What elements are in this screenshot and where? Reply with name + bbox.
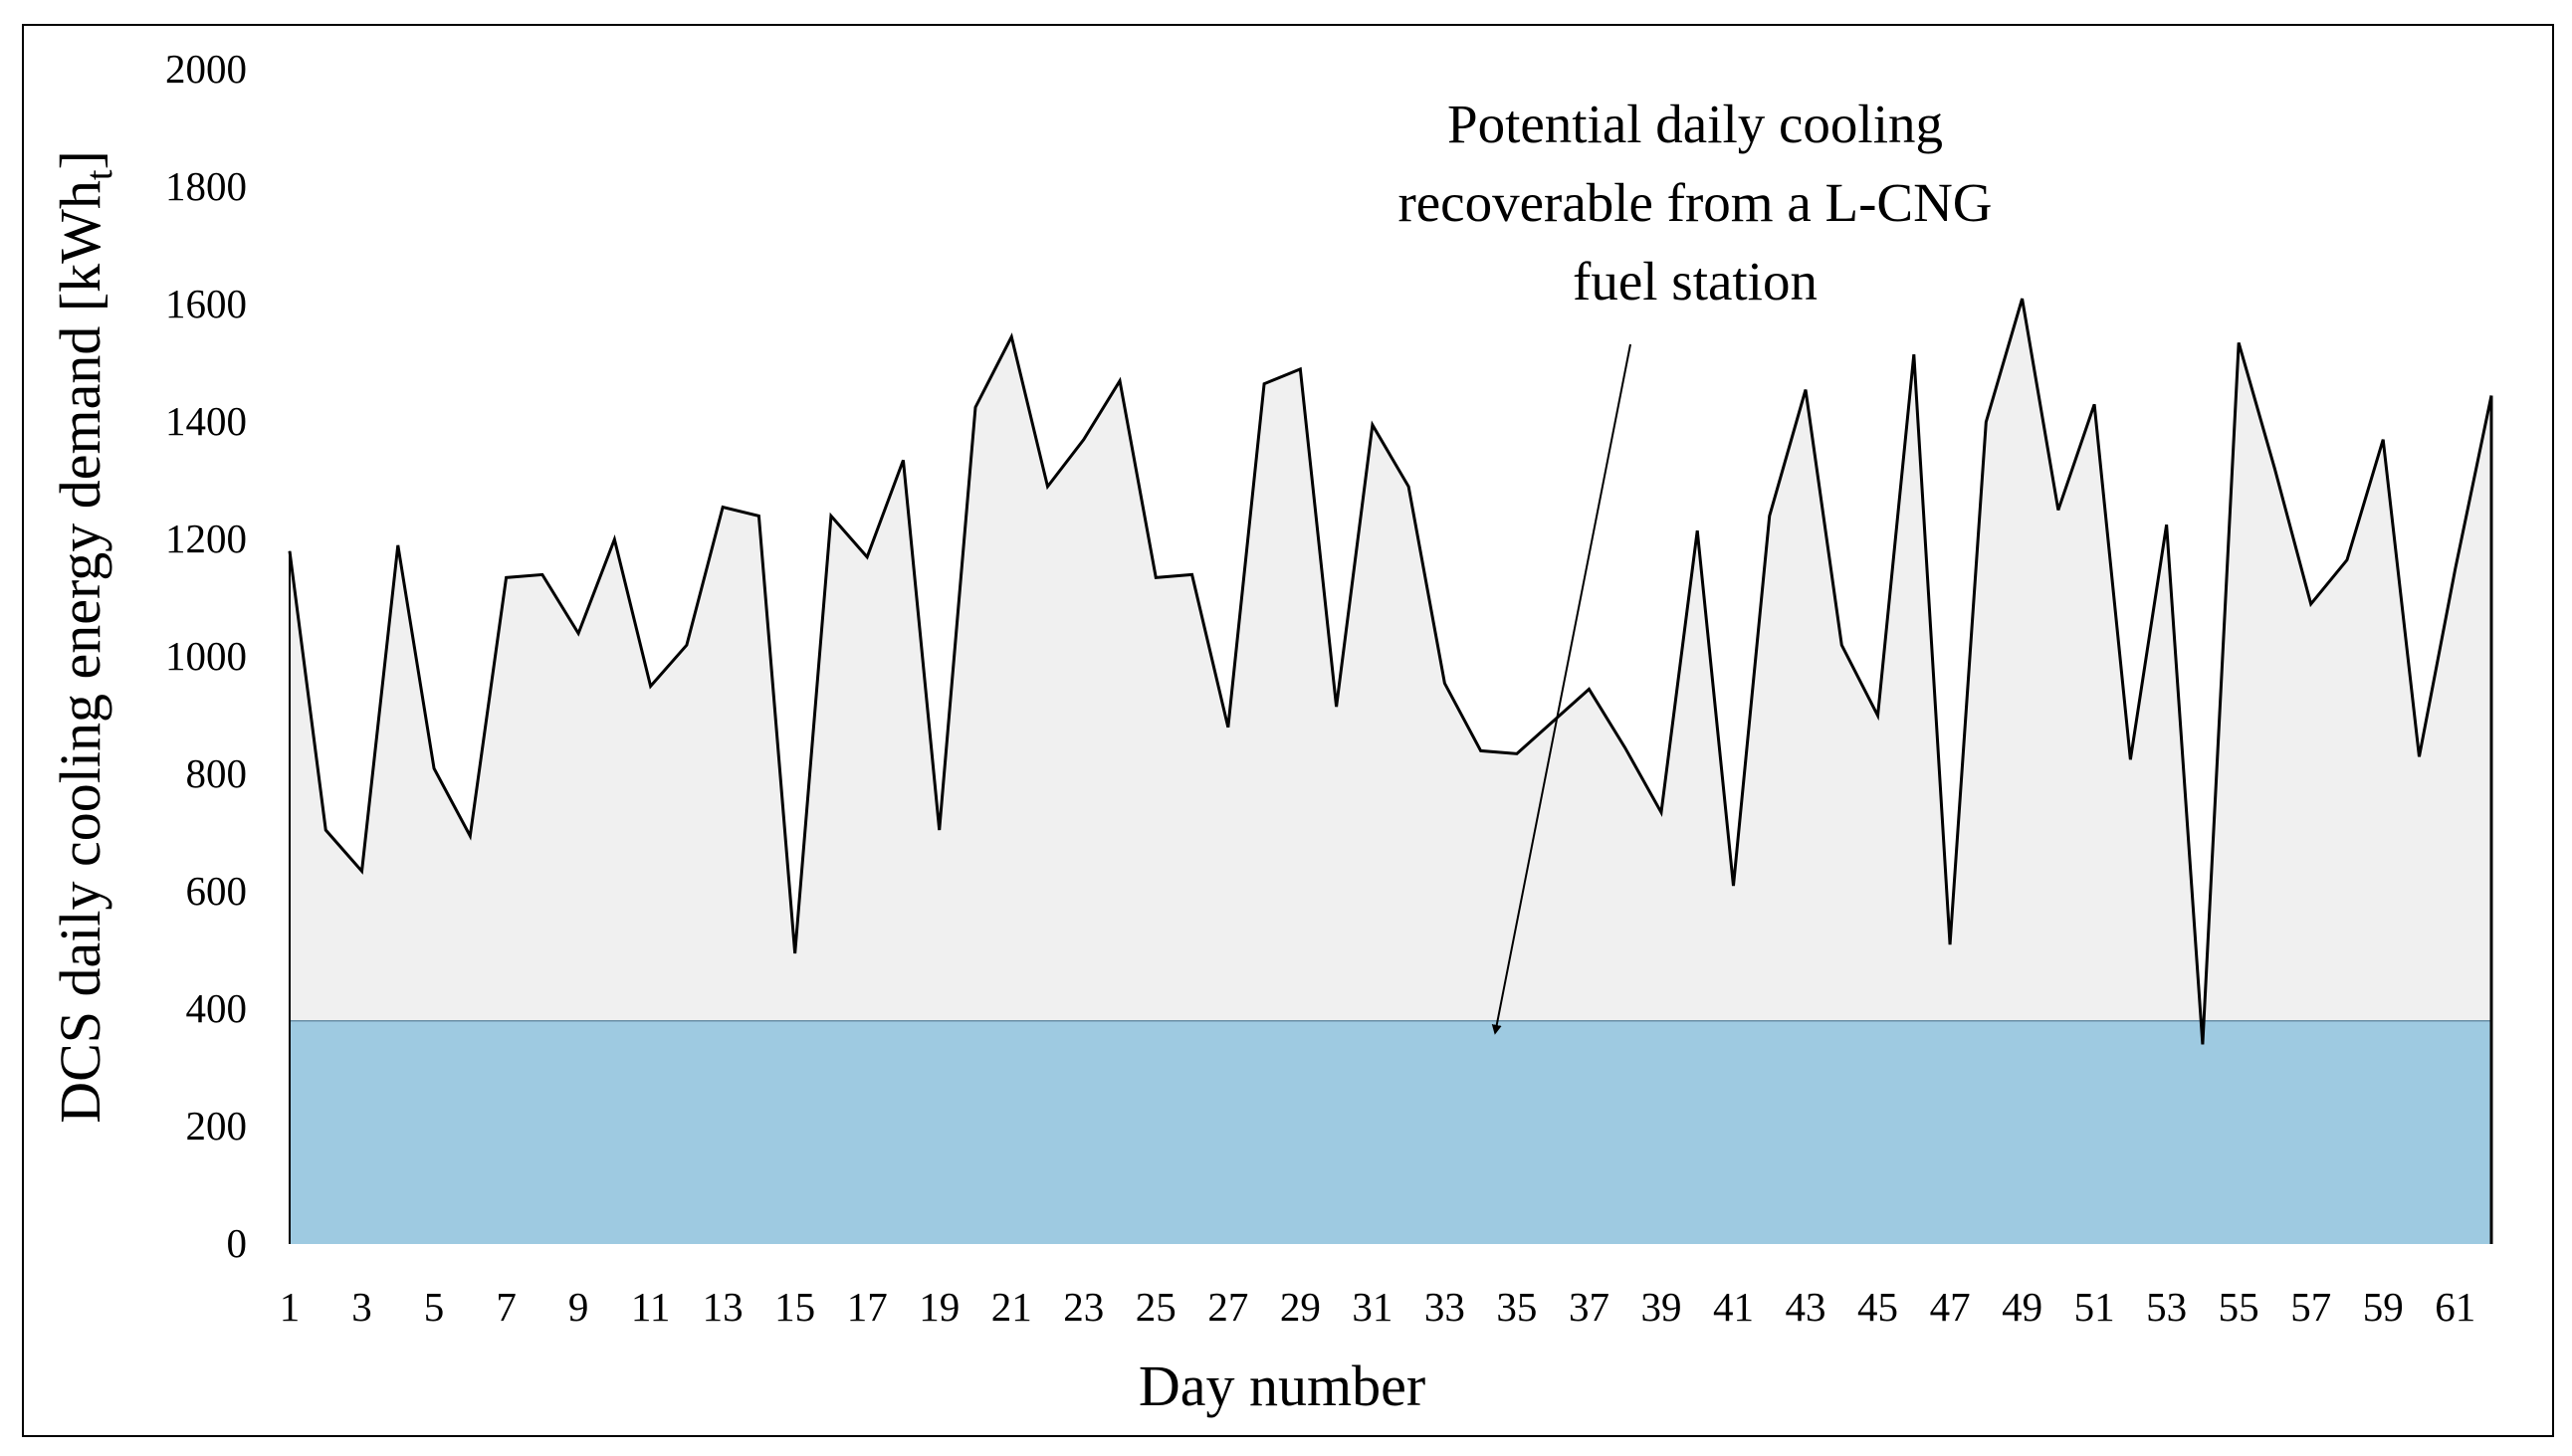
annotation-text-line: fuel station — [1573, 251, 1818, 312]
x-tick-label: 35 — [1496, 1284, 1537, 1330]
x-tick-label: 15 — [774, 1284, 815, 1330]
line-layer — [288, 298, 2493, 1244]
x-tick-label: 53 — [2146, 1284, 2187, 1330]
x-tick-label: 51 — [2074, 1284, 2115, 1330]
x-tick-label: 25 — [1136, 1284, 1177, 1330]
y-tick-label: 1200 — [165, 516, 247, 561]
x-tick-label: 13 — [703, 1284, 744, 1330]
x-tick-label: 19 — [919, 1284, 960, 1330]
area-layer — [290, 299, 2491, 1245]
x-tick-label: 17 — [847, 1284, 888, 1330]
y-tick-label: 1000 — [165, 633, 247, 679]
y-tick-label: 0 — [227, 1220, 248, 1266]
x-tick-label: 33 — [1424, 1284, 1465, 1330]
x-axis-title: Day number — [1139, 1353, 1425, 1418]
x-tick-label: 31 — [1352, 1284, 1393, 1330]
y-tick-label: 1400 — [165, 398, 247, 444]
x-tick-label: 11 — [631, 1284, 670, 1330]
y-tick-label: 1600 — [165, 281, 247, 326]
x-tick-label: 23 — [1063, 1284, 1104, 1330]
y-tick-label: 200 — [186, 1103, 248, 1148]
y-tick-labels: 0 200 400 600 800 1000 1200 1400 1600 1800 2000 — [165, 46, 247, 1266]
y-tick-label: 1800 — [165, 163, 247, 209]
x-tick-label: 21 — [991, 1284, 1032, 1330]
x-tick-label: 43 — [1786, 1284, 1826, 1330]
demand-series-line — [288, 298, 2493, 1045]
x-tick-label: 61 — [2435, 1284, 2475, 1330]
y-axis-title-end: ] — [48, 150, 112, 169]
x-tick-label: 55 — [2219, 1284, 2259, 1330]
y-tick-label: 400 — [186, 985, 248, 1031]
x-tick-label: 45 — [1857, 1284, 1898, 1330]
annotation-text-line: recoverable from a L-CNG — [1397, 172, 1992, 233]
x-tick-label: 59 — [2363, 1284, 2404, 1330]
x-tick-label: 41 — [1713, 1284, 1754, 1330]
annotation: Potential daily cooling recoverable from … — [1397, 94, 1993, 1035]
x-tick-label: 39 — [1640, 1284, 1681, 1330]
x-tick-label: 1 — [280, 1284, 301, 1330]
y-tick-label: 800 — [186, 750, 248, 796]
y-tick-label: 2000 — [165, 46, 247, 92]
x-tick-label: 29 — [1280, 1284, 1321, 1330]
y-axis-title: DCS daily cooling energy demand [kWht] — [48, 150, 120, 1124]
recoverable-cooling-area — [290, 1020, 2491, 1244]
x-tick-label: 49 — [2002, 1284, 2042, 1330]
x-tick-label: 7 — [496, 1284, 517, 1330]
y-axis-title-subscript: t — [79, 169, 120, 180]
y-tick-label: 600 — [186, 868, 248, 914]
x-tick-label: 27 — [1207, 1284, 1248, 1330]
x-tick-label: 57 — [2290, 1284, 2331, 1330]
x-tick-label: 9 — [568, 1284, 589, 1330]
demand-area — [290, 299, 2491, 1245]
x-tick-label: 37 — [1569, 1284, 1609, 1330]
annotation-arrow — [1491, 343, 1631, 1035]
annotation-text-line: Potential daily cooling — [1447, 94, 1943, 154]
x-tick-label: 3 — [351, 1284, 372, 1330]
x-tick-label: 5 — [424, 1284, 445, 1330]
x-tick-labels: 1 3 5 7 9 11 13 15 17 19 21 23 25 27 29 31 33 35 37 39 41 43 4… — [280, 1284, 2475, 1330]
y-axis-title-main: DCS daily cooling energy demand [kWh — [48, 180, 112, 1124]
x-tick-label: 47 — [1930, 1284, 1971, 1330]
